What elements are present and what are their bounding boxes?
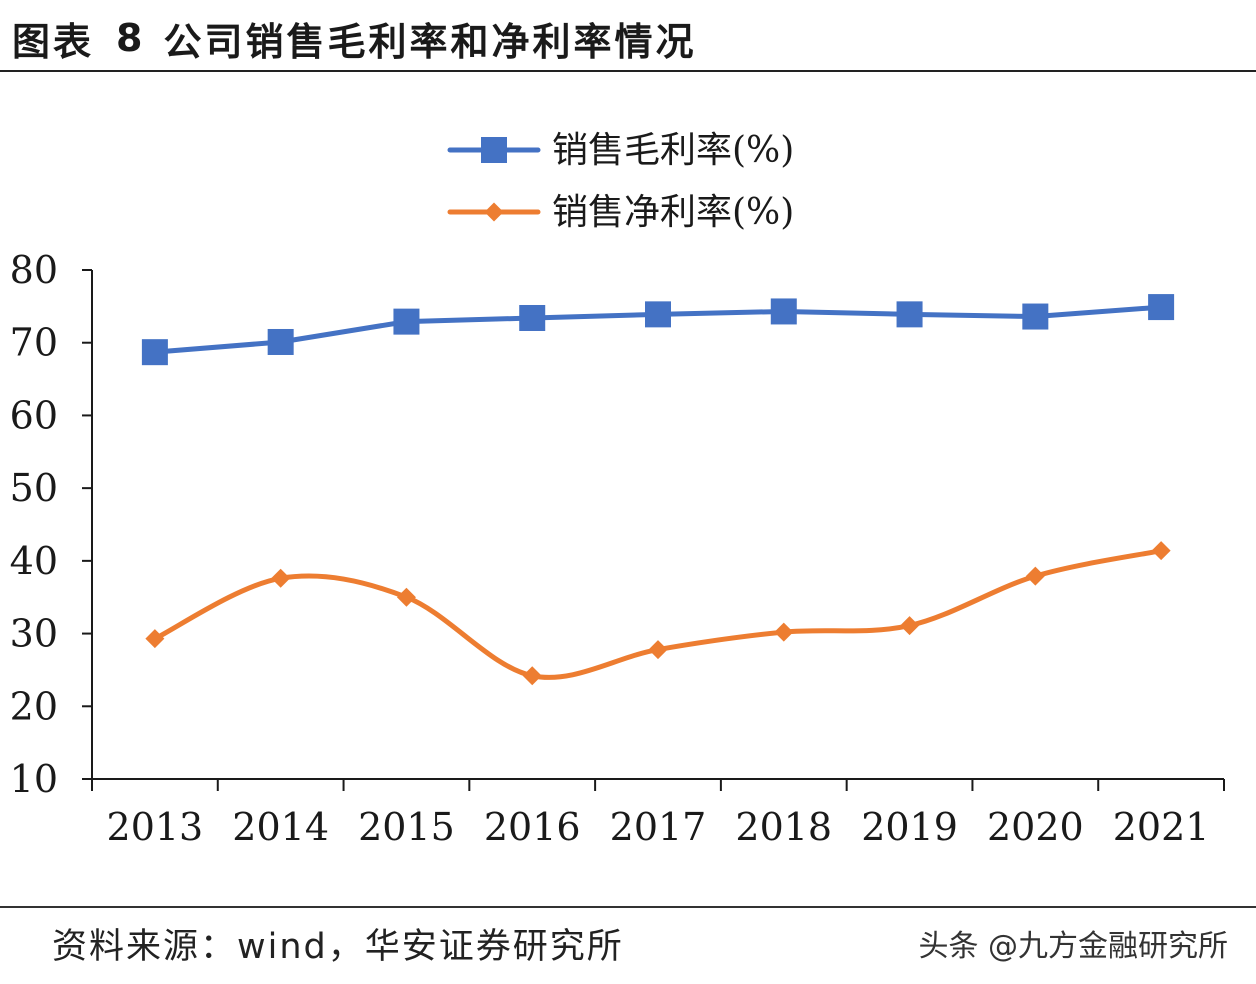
data-point bbox=[145, 629, 165, 649]
y-tick-label: 40 bbox=[10, 539, 58, 583]
data-point bbox=[393, 308, 420, 335]
data-point bbox=[770, 298, 797, 325]
data-point bbox=[896, 301, 923, 328]
data-point bbox=[774, 622, 794, 642]
legend-item: 销售毛利率(%) bbox=[447, 130, 794, 171]
data-point bbox=[396, 587, 416, 607]
x-tick-label: 2015 bbox=[358, 805, 455, 849]
legend-item: 销售净利率(%) bbox=[447, 192, 794, 233]
y-tick-label: 50 bbox=[10, 466, 58, 510]
y-tick-label: 60 bbox=[10, 393, 58, 437]
figure-title: 图表 8 公司销售毛利率和净利率情况 bbox=[12, 10, 696, 66]
legend-swatch-marker bbox=[484, 202, 504, 222]
x-tick-label: 2016 bbox=[484, 805, 581, 849]
data-point bbox=[1025, 566, 1045, 586]
data-point bbox=[519, 304, 546, 331]
y-tick-label: 30 bbox=[10, 612, 58, 656]
x-tick-label: 2021 bbox=[1113, 805, 1210, 849]
data-point bbox=[1151, 541, 1171, 561]
bottom-rule bbox=[0, 906, 1256, 908]
data-point bbox=[1148, 294, 1175, 321]
legend-label: 销售净利率(%) bbox=[552, 192, 794, 233]
data-point bbox=[1022, 303, 1049, 330]
x-tick-label: 2014 bbox=[232, 805, 329, 849]
legend-swatch-marker bbox=[481, 137, 507, 163]
y-tick-label: 20 bbox=[10, 684, 58, 728]
series-net-margin bbox=[145, 541, 1171, 686]
legend: 销售毛利率(%) 销售净利率(%) bbox=[447, 130, 794, 233]
figure-label: 图表 bbox=[12, 19, 95, 64]
data-point bbox=[900, 616, 920, 636]
data-point bbox=[141, 339, 168, 366]
x-tick-label: 2017 bbox=[610, 805, 707, 849]
figure-title-text: 公司销售毛利率和净利率情况 bbox=[163, 19, 697, 64]
legend-label: 销售毛利率(%) bbox=[552, 130, 794, 171]
data-point bbox=[645, 301, 671, 328]
watermark: 头条 @九方金融研究所 bbox=[918, 929, 1228, 964]
data-point bbox=[271, 568, 291, 588]
x-tick-label: 2019 bbox=[861, 805, 958, 849]
axes: 10 20 30 40 50 60 70 80 2013 2014 2015 2016 2017 2018… bbox=[10, 248, 1225, 849]
data-point bbox=[522, 666, 542, 686]
x-tick-label: 2020 bbox=[987, 805, 1084, 849]
series-layer bbox=[141, 294, 1175, 686]
series-gross-margin bbox=[141, 294, 1175, 366]
x-tick-label: 2018 bbox=[735, 805, 832, 849]
data-point bbox=[267, 328, 294, 355]
data-point bbox=[648, 640, 668, 660]
line-chart: 销售毛利率(%) 销售净利率(%) 10 20 30 40 50 60 70 80 2013 201… bbox=[10, 130, 1225, 849]
figure-number: 8 bbox=[116, 16, 146, 60]
y-tick-label: 10 bbox=[10, 757, 58, 801]
source-note: 资料来源：wind，华安证券研究所 bbox=[52, 926, 624, 967]
y-tick-label: 80 bbox=[10, 248, 58, 292]
x-tick-label: 2013 bbox=[107, 805, 204, 849]
top-rule bbox=[0, 70, 1256, 72]
y-tick-label: 70 bbox=[10, 321, 58, 365]
